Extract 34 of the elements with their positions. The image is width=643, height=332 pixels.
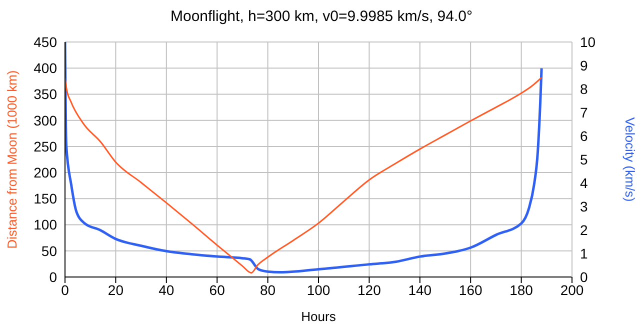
y-tick-label: 150 (34, 190, 58, 207)
x-tick-label: 80 (260, 282, 276, 298)
y2-tick-label: 5 (580, 151, 588, 168)
x-tick-label: 160 (458, 282, 482, 298)
x-tick-label: 120 (358, 282, 382, 298)
x-tick-label: 140 (408, 282, 432, 298)
x-tick-label: 100 (306, 282, 330, 298)
y-tick-label: 450 (34, 34, 58, 50)
x-tick-label: 40 (158, 282, 174, 298)
y-tick-label: 350 (34, 86, 58, 102)
y-tick-label: 200 (34, 164, 58, 181)
y2-tick-label: 1 (580, 245, 588, 262)
x-tick-label: 180 (510, 282, 534, 298)
chart-title: Moonflight, h=300 km, v0=9.9985 km/s, 94.0° (169, 8, 474, 25)
y2-tick-label: 3 (580, 198, 588, 214)
y-axis-title: Distance from Moon (1000 km) (4, 70, 20, 249)
y2-tick-label: 2 (580, 222, 588, 238)
y-tick-label: 400 (34, 60, 58, 76)
y-tick-label: 50 (41, 242, 58, 259)
y-tick-label: 0 (49, 268, 58, 285)
x-tick-label: 0 (61, 282, 70, 298)
y2-tick-label: 9 (580, 57, 588, 74)
y2-tick-label: 10 (580, 34, 596, 50)
y2-tick-label: 8 (580, 80, 588, 97)
y2-axis-title: Velocity (km/s) (622, 117, 638, 202)
y2-tick-label: 4 (580, 174, 588, 191)
y-tick-label: 100 (34, 216, 58, 233)
x-axis-title: Hours (301, 309, 336, 324)
y-tick-label: 250 (34, 138, 58, 154)
x-tick-label: 60 (209, 282, 226, 298)
y-tick-label: 300 (34, 112, 58, 128)
x-tick-label: 20 (108, 282, 124, 298)
y2-tick-label: 6 (580, 128, 588, 144)
y2-tick-label: 7 (580, 104, 588, 120)
